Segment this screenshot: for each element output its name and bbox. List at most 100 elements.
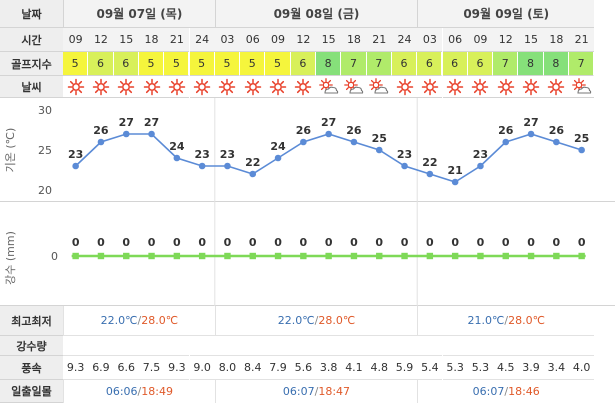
wind-cell: 9.0: [189, 356, 215, 380]
sunny-icon: [497, 78, 515, 96]
partly-cloudy-icon: [344, 77, 364, 96]
golf-index-cell: 6: [290, 52, 316, 76]
minmax-cell: 22.0℃/28.0℃: [63, 306, 215, 336]
wind-cell: 3.9: [518, 356, 544, 380]
golf-index-cell: 6: [417, 52, 443, 76]
sunny-icon: [117, 78, 135, 96]
temperature-value-label: 27: [321, 116, 336, 129]
weather-cell: [316, 76, 342, 98]
time-cell: 03: [214, 28, 241, 52]
golf-index-cell: 5: [63, 52, 89, 76]
temperature-point: [97, 138, 105, 146]
wind-cell: 8.0: [214, 356, 241, 380]
precipitation-value-label: 0: [401, 236, 409, 249]
precipitation-value-label: 0: [375, 236, 383, 249]
golf-index-cell: 6: [442, 52, 468, 76]
sunset-time: 18:49: [141, 385, 173, 398]
weather-cell: [265, 76, 291, 98]
time-cell: 15: [316, 28, 342, 52]
max-temp: 28.0℃: [141, 314, 179, 327]
temperature-point: [198, 162, 206, 170]
temperature-point: [300, 138, 307, 146]
precipitation-point: [527, 252, 535, 260]
precipitation-point: [72, 252, 79, 260]
golf-index-cell: 6: [88, 52, 114, 76]
sunny-icon: [547, 78, 565, 96]
temperature-point: [553, 138, 560, 146]
temperature-value-label: 26: [296, 124, 312, 137]
time-cell: 06: [442, 28, 468, 52]
min-temp: 22.0℃: [277, 314, 315, 327]
temperature-point: [578, 146, 585, 154]
temperature-value-label: 26: [549, 124, 565, 137]
temp-axis-label: 기온 (℃): [4, 128, 17, 173]
y-tick-label: 0: [51, 250, 58, 263]
precipitation-point: [426, 252, 434, 260]
temperature-point: [502, 138, 510, 146]
day-header: 09월 07일 (목): [63, 0, 215, 28]
temperature-point: [325, 130, 332, 138]
row-label-weather: 날씨: [0, 76, 63, 98]
precip-cell: [366, 336, 392, 356]
wind-cell: 4.0: [569, 356, 595, 380]
weather-cell: [63, 76, 89, 98]
temperature-value-label: 27: [144, 116, 159, 129]
sunny-icon: [471, 78, 489, 96]
weather-cell: [138, 76, 165, 98]
temperature-value-label: 23: [68, 148, 83, 161]
row-label-precip: 강수량: [0, 336, 63, 356]
row-label-time: 시간: [0, 28, 63, 52]
temperature-point: [148, 130, 155, 138]
wind-cell: 9.3: [63, 356, 89, 380]
golf-index-cell: 7: [493, 52, 519, 76]
precipitation-point: [300, 252, 307, 260]
weather-cell: [341, 76, 367, 98]
weather-cell: [113, 76, 139, 98]
precip-cell: [265, 336, 291, 356]
golf-index-cell: 8: [316, 52, 342, 76]
golf-index-cell: 5: [265, 52, 291, 76]
precipitation-value-label: 0: [527, 236, 535, 249]
sun-cell: 06:07/18:47: [214, 380, 417, 403]
sunrise-time: 06:06: [105, 385, 138, 398]
weather-cell: [240, 76, 266, 98]
separator: /: [314, 314, 319, 327]
min-temp: 21.0℃: [467, 314, 505, 327]
precip-cell: [113, 336, 139, 356]
weather-cell: [417, 76, 443, 98]
precipitation-value-label: 0: [97, 236, 105, 249]
precip-cell: [467, 336, 494, 356]
time-cell: 15: [518, 28, 544, 52]
time-cell: 18: [138, 28, 165, 52]
partly-cloudy-icon: [318, 77, 339, 96]
temperature-value-label: 23: [220, 148, 235, 161]
precipitation-value-label: 0: [300, 236, 308, 249]
temperature-value-label: 25: [574, 132, 589, 145]
precipitation-value-label: 0: [274, 236, 282, 249]
weather-cell: [214, 76, 241, 98]
golf-index-cell: 7: [341, 52, 367, 76]
temperature-value-label: 24: [270, 140, 286, 153]
sun-cell: 06:07/18:46: [417, 380, 594, 403]
precip-cell: [569, 336, 595, 356]
time-cell: 06: [240, 28, 266, 52]
temperature-point: [426, 170, 434, 178]
weather-cell: [493, 76, 519, 98]
temperature-point: [350, 138, 358, 146]
temperature-point: [224, 162, 231, 170]
sun-cell: 06:06/18:49: [63, 380, 215, 403]
precip-cell: [240, 336, 266, 356]
weather-cell: [391, 76, 418, 98]
temperature-value-label: 27: [523, 116, 538, 129]
temperature-chart: 기온 (℃) 30 25 20 23 26 27 27 24 23 23 22 24 26 27 26 25 23…: [0, 98, 615, 202]
precipitation-point: [350, 252, 358, 260]
precipitation-point: [198, 252, 206, 260]
precip-cell: [88, 336, 114, 356]
precip-cell: [214, 336, 241, 356]
weather-cell: [88, 76, 114, 98]
precipitation-point: [173, 252, 181, 260]
wind-cell: 5.3: [467, 356, 494, 380]
weather-cell: [290, 76, 316, 98]
temperature-value-label: 23: [473, 148, 488, 161]
precip-cell: [290, 336, 316, 356]
